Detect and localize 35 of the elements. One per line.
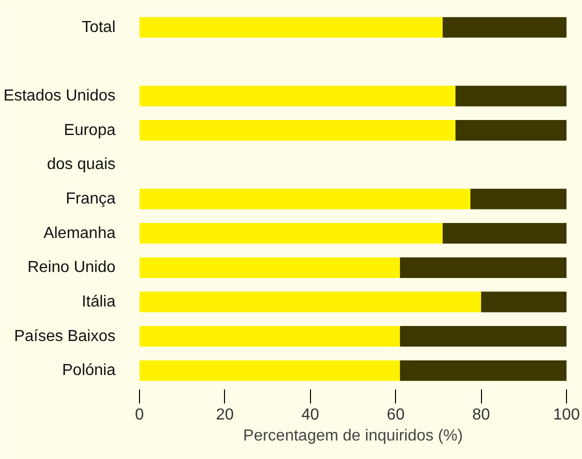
bar: [470, 188, 566, 210]
y-tick-label: Alemanha: [43, 224, 116, 242]
y-tick-label: França: [66, 190, 116, 208]
y-tick-label: Reino Unido: [27, 259, 116, 276]
bar: [140, 326, 400, 347]
bar: [455, 86, 566, 106]
bar: [140, 360, 400, 381]
y-tick-label: Estados Unidos: [3, 88, 116, 105]
bar: [140, 17, 443, 38]
x-tick-label: 60: [386, 406, 405, 424]
x-tick-label: 0: [135, 406, 144, 424]
x-tick-label: 40: [301, 406, 320, 424]
y-tick-label: Países Baixos: [14, 328, 116, 345]
bar: [442, 223, 566, 244]
bar: [140, 86, 456, 106]
y-tick-label: Europa: [64, 122, 116, 139]
bar: [140, 292, 482, 312]
bar: [140, 188, 470, 210]
x-tick-label: 80: [472, 406, 490, 424]
y-tick-label: Polónia: [62, 362, 116, 380]
x-axis-title: Percentagem de inquiridos (%): [243, 428, 463, 444]
bar: [400, 257, 566, 278]
bar: [140, 257, 400, 278]
bar: [400, 360, 566, 381]
x-tick-label: 100: [553, 406, 580, 424]
bar: [140, 223, 443, 244]
y-tick-label: Total: [82, 18, 116, 36]
y-tick-label: Itália: [82, 293, 116, 310]
bar: [455, 120, 566, 141]
bar: [442, 17, 566, 38]
y-tick-label: dos quais: [47, 156, 116, 174]
x-tick-label: 20: [216, 406, 234, 424]
bar: [481, 292, 566, 312]
bar: [140, 120, 456, 141]
bar: [400, 326, 566, 347]
